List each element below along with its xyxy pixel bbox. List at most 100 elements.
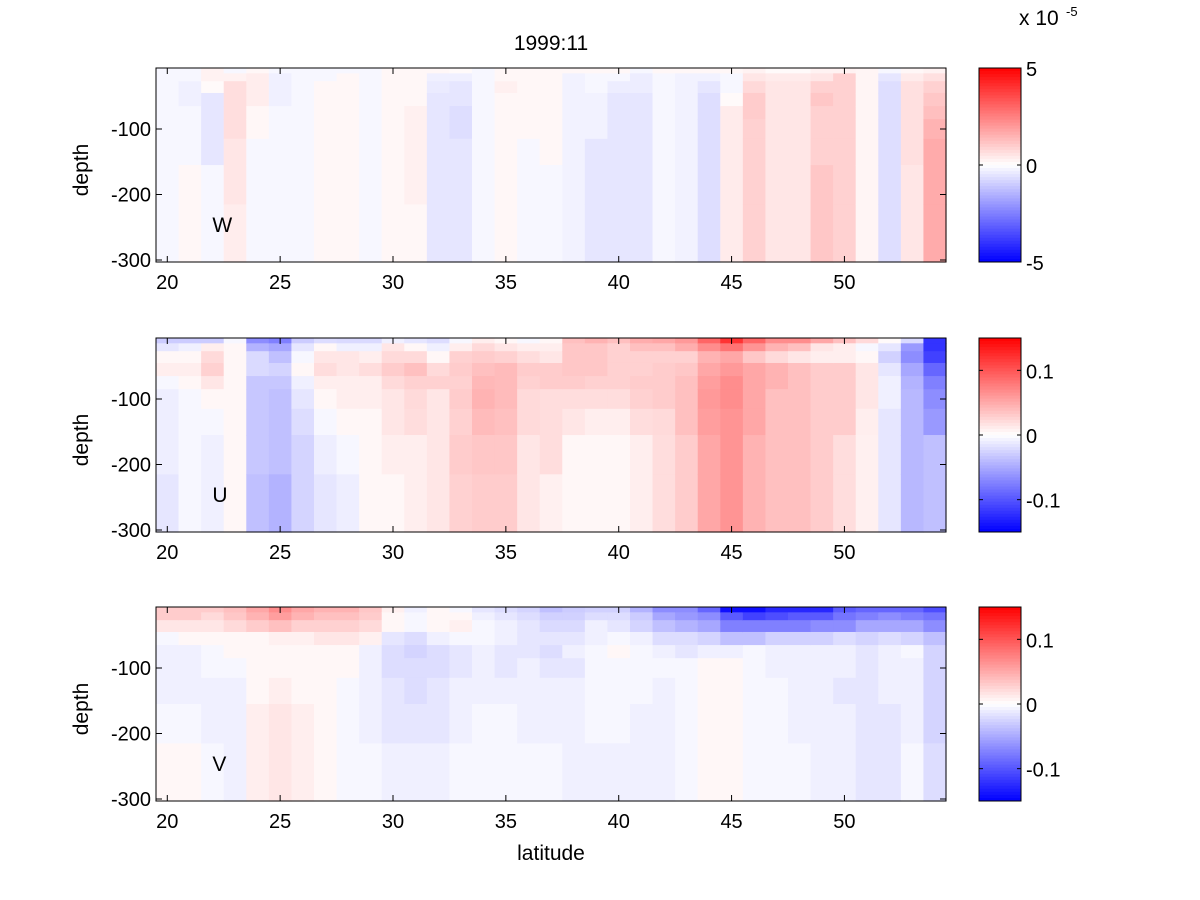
heatmap-cell: [539, 165, 563, 205]
heatmap-cell: [268, 92, 293, 107]
heatmap-cell: [449, 362, 473, 377]
heatmap-cell: [652, 620, 676, 633]
heatmap-cell: [494, 620, 518, 633]
heatmap-cell: [381, 204, 405, 263]
colorbar-segment: [979, 149, 1021, 154]
colorbar-segment: [979, 204, 1021, 208]
heatmap-cell: [900, 165, 925, 205]
heatmap-cell: [765, 204, 789, 263]
heatmap-cell: [810, 138, 834, 166]
colorbar-segment: [979, 353, 1021, 357]
heatmap-cell: [697, 645, 721, 659]
heatmap-cell: [381, 743, 405, 802]
heatmap-cell: [878, 81, 902, 94]
heatmap-cell: [742, 645, 767, 659]
heatmap-cell: [923, 658, 947, 679]
heatmap-cell: [156, 631, 180, 646]
heatmap-cell: [810, 165, 834, 205]
colorbar-segment: [979, 80, 1021, 84]
heatmap-cell: [426, 351, 451, 364]
heatmap-cells-v: [156, 607, 947, 802]
heatmap-cell: [562, 658, 586, 679]
heatmap-cell: [268, 743, 293, 802]
heatmap-cell: [900, 631, 925, 646]
heatmap-cell: [291, 620, 315, 633]
heatmap-cell: [381, 704, 405, 744]
heatmap-cell: [314, 743, 338, 802]
heatmap-cell: [336, 343, 360, 352]
heatmap-cell: [765, 81, 789, 94]
heatmap-cell: [223, 620, 247, 633]
heatmap-cell: [291, 362, 315, 377]
heatmap-cell: [720, 73, 744, 82]
colorbar-segment: [979, 174, 1021, 178]
colorbar-tick-label: 0: [1026, 426, 1037, 448]
heatmap-cell: [156, 612, 180, 621]
colorbar-segment: [979, 707, 1021, 711]
heatmap-cell: [156, 474, 180, 533]
colorbar-segment: [979, 725, 1021, 729]
heatmap-cell: [268, 119, 293, 140]
colorbar-segment: [979, 516, 1021, 521]
heatmap-cell: [426, 338, 451, 344]
heatmap-cell: [765, 389, 789, 410]
heatmap-cell: [630, 474, 654, 533]
heatmap-cell: [878, 474, 902, 533]
colorbar-segment: [979, 740, 1021, 744]
heatmap-cell: [314, 138, 338, 166]
heatmap-cell: [720, 138, 744, 166]
heatmap-cell: [630, 376, 654, 390]
heatmap-cell: [359, 376, 383, 390]
heatmap-cell: [630, 106, 654, 120]
colorbar-segment: [979, 243, 1021, 248]
heatmap-cell: [517, 81, 541, 94]
heatmap-cell: [562, 620, 586, 633]
heatmap-cell: [652, 138, 676, 166]
heatmap-cell: [359, 474, 383, 533]
heatmap-cell: [223, 607, 247, 613]
heatmap-cell: [900, 474, 925, 533]
heatmap-cell: [788, 612, 812, 621]
heatmap-cell: [426, 645, 451, 659]
heatmap-cell: [607, 631, 631, 646]
heatmap-cell: [223, 106, 247, 120]
heatmap-cell: [246, 338, 270, 344]
heatmap-cell: [584, 408, 609, 436]
colorbar-segment: [979, 255, 1021, 260]
x-tick-label: 45: [720, 272, 742, 294]
heatmap-cell: [539, 106, 563, 120]
heatmap-cell: [607, 677, 631, 705]
heatmap-cell: [517, 435, 541, 475]
heatmap-cell: [584, 73, 609, 82]
heatmap-cell: [246, 73, 270, 82]
heatmap-cell: [404, 138, 428, 166]
heatmap-cell: [584, 92, 609, 107]
heatmap-cell: [900, 612, 925, 621]
x-tick-label: 45: [720, 542, 742, 564]
heatmap-cell: [336, 165, 360, 205]
heatmap-cell: [404, 68, 428, 74]
heatmap-cell: [404, 704, 428, 744]
heatmap-cell: [742, 204, 767, 263]
heatmap-cell: [449, 389, 473, 410]
heatmap-cell: [472, 743, 496, 802]
heatmap-cell: [404, 389, 428, 410]
heatmap-cell: [291, 106, 315, 120]
heatmap-cell: [314, 631, 338, 646]
colorbar-segment: [979, 234, 1021, 239]
heatmap-cell: [742, 376, 767, 390]
heatmap-cell: [268, 343, 293, 352]
colorbar-u: 0.1 0 -0.1: [978, 337, 1060, 533]
colorbar-segment: [979, 688, 1021, 693]
heatmap-cell: [878, 704, 902, 744]
colorbar-segment: [979, 704, 1021, 708]
heatmap-cell: [449, 81, 473, 94]
heatmap-cell: [449, 607, 473, 613]
x-tick-label: 20: [156, 272, 178, 294]
colorbar-segment: [979, 652, 1021, 656]
heatmap-cell: [742, 106, 767, 120]
heatmap-cell: [359, 138, 383, 166]
panel-u: 20 25 30 35 40 45 50 -100 -200 -300 depth U 0.1 0 -…: [70, 337, 1060, 564]
heatmap-cell: [607, 73, 631, 82]
x-tick-label: 30: [382, 542, 404, 564]
